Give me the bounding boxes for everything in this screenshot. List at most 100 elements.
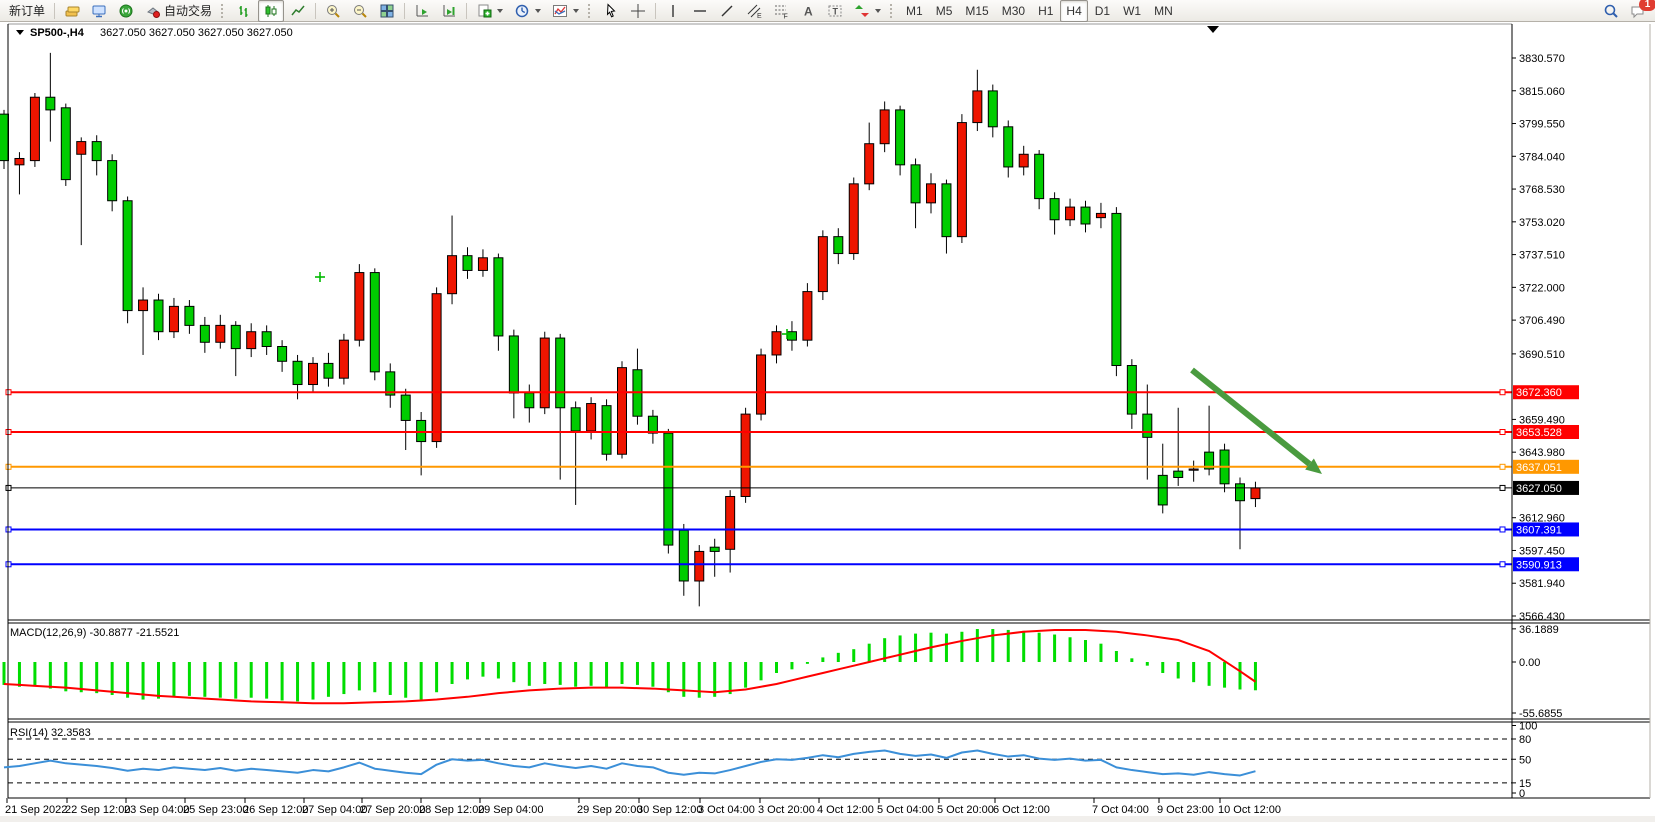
web-terminal-button[interactable] xyxy=(86,0,112,22)
indicators-button[interactable] xyxy=(547,0,584,22)
line-handle[interactable] xyxy=(1499,463,1506,470)
timeframe-w1[interactable]: W1 xyxy=(1123,3,1142,18)
svg-text:T: T xyxy=(833,6,839,16)
line-handle[interactable] xyxy=(1499,484,1506,491)
notifications-button[interactable]: 1 xyxy=(1625,0,1655,22)
signals-button[interactable] xyxy=(113,0,139,22)
line-handle[interactable] xyxy=(1499,389,1506,396)
cursor-button[interactable] xyxy=(598,0,624,22)
date-label: 27 Sep 20:00 xyxy=(360,804,425,816)
macd-histogram-bar xyxy=(682,662,686,697)
date-label: 4 Oct 12:00 xyxy=(817,804,874,816)
candle xyxy=(740,413,751,497)
timeframe-m30[interactable]: M30 xyxy=(1001,3,1026,18)
chart-shift-marker[interactable] xyxy=(1207,26,1219,33)
date-label: 30 Sep 12:00 xyxy=(637,804,702,816)
candle xyxy=(323,362,334,379)
auto-scroll-button[interactable] xyxy=(409,0,435,22)
zoom-out-button[interactable] xyxy=(347,0,373,22)
candle xyxy=(76,141,87,155)
date-label: 23 Sep 04:00 xyxy=(124,804,189,816)
tile-windows-button[interactable] xyxy=(374,0,400,22)
candle xyxy=(1065,206,1076,221)
horizontal-line-button[interactable] xyxy=(687,0,713,22)
new-chart-button[interactable] xyxy=(471,0,508,22)
new-order-button[interactable]: 新订单 xyxy=(4,0,50,22)
arrows-button[interactable] xyxy=(849,0,886,22)
crosshair-button[interactable] xyxy=(625,0,651,22)
deposit-button[interactable] xyxy=(59,0,85,22)
timeframe-d1[interactable]: D1 xyxy=(1094,3,1111,18)
search-icon xyxy=(1603,3,1619,19)
macd-histogram-bar xyxy=(975,629,979,662)
equidistant-channel-button[interactable]: E xyxy=(741,0,767,22)
macd-histogram-bar xyxy=(342,662,346,695)
fibonacci-button[interactable]: F xyxy=(768,0,794,22)
toolbar-grip xyxy=(221,3,227,18)
line-handle[interactable] xyxy=(1499,429,1506,436)
vertical-line-button[interactable] xyxy=(660,0,686,22)
date-label: 6 Oct 12:00 xyxy=(993,804,1050,816)
timeframe-m5[interactable]: M5 xyxy=(935,3,953,18)
trend-arrow[interactable] xyxy=(1190,367,1312,467)
date-label: 21 Sep 2022 xyxy=(5,804,67,816)
macd-histogram-bar xyxy=(33,662,37,686)
autotrading-label: 自动交易 xyxy=(164,4,213,18)
deposit-icon xyxy=(64,3,80,19)
bar-chart-icon xyxy=(236,3,252,19)
macd-histogram-bar xyxy=(651,662,655,687)
timeframe-h4[interactable]: H4 xyxy=(1060,0,1088,22)
candle xyxy=(1204,451,1215,470)
rsi-axis-label: 100 xyxy=(1519,721,1537,733)
line-handle[interactable] xyxy=(1499,561,1506,568)
candle xyxy=(539,337,550,409)
macd-histogram-bar xyxy=(110,662,114,695)
macd-histogram-bar xyxy=(157,662,160,699)
rsi-axis-label: 80 xyxy=(1519,734,1531,746)
candlestick-chart-button[interactable] xyxy=(258,0,285,22)
candle xyxy=(107,160,118,202)
candle xyxy=(462,255,473,271)
macd-histogram-bar xyxy=(126,662,130,698)
trendline-button[interactable] xyxy=(714,0,740,22)
timeframe-h1[interactable]: H1 xyxy=(1038,3,1054,18)
line-chart-button[interactable] xyxy=(285,0,311,22)
candle xyxy=(0,113,9,162)
trend-arrow-head[interactable] xyxy=(1305,458,1322,474)
chart-shift-button[interactable] xyxy=(436,0,462,22)
macd-histogram-bar xyxy=(991,629,995,662)
candle xyxy=(1142,413,1153,438)
line-handle[interactable] xyxy=(1499,526,1506,533)
terminal-icon xyxy=(91,3,107,19)
candle xyxy=(1111,212,1122,367)
macd-histogram-bar xyxy=(373,662,377,693)
search-button[interactable] xyxy=(1598,0,1624,22)
timeframe-m15[interactable]: M15 xyxy=(965,3,989,18)
macd-histogram-bar xyxy=(1192,662,1196,683)
periods-button[interactable] xyxy=(509,0,546,22)
macd-histogram-bar xyxy=(249,662,253,698)
text-label-button[interactable]: T xyxy=(822,0,848,22)
toolbar-separator xyxy=(466,2,468,19)
price-tag xyxy=(1513,459,1579,474)
autotrading-button[interactable]: 自动交易 xyxy=(140,0,217,22)
macd-histogram-bar xyxy=(435,662,439,693)
text-button[interactable]: A xyxy=(795,0,821,22)
candle xyxy=(617,367,627,455)
bar-chart-button[interactable] xyxy=(231,0,257,22)
chart-window[interactable]: 3830.570 3815.060 3799.550 3784.040 3768.530… xyxy=(0,22,1655,822)
candle xyxy=(60,107,71,181)
date-label: 9 Oct 23:00 xyxy=(1157,804,1214,816)
symbol-dropdown-icon[interactable] xyxy=(16,30,24,35)
candle xyxy=(1018,153,1029,168)
timeframe-m1[interactable]: M1 xyxy=(906,3,923,18)
zoom-in-button[interactable] xyxy=(320,0,346,22)
price-chart[interactable]: 3830.570 3815.060 3799.550 3784.040 3768.530… xyxy=(0,22,1655,822)
timeframe-mn[interactable]: MN xyxy=(1154,3,1173,18)
candle xyxy=(292,360,303,386)
candle xyxy=(1235,483,1245,502)
macd-histogram-bar xyxy=(543,662,547,684)
candle xyxy=(261,331,272,348)
macd-histogram-bar xyxy=(234,662,238,699)
arrows-icon xyxy=(854,3,870,19)
